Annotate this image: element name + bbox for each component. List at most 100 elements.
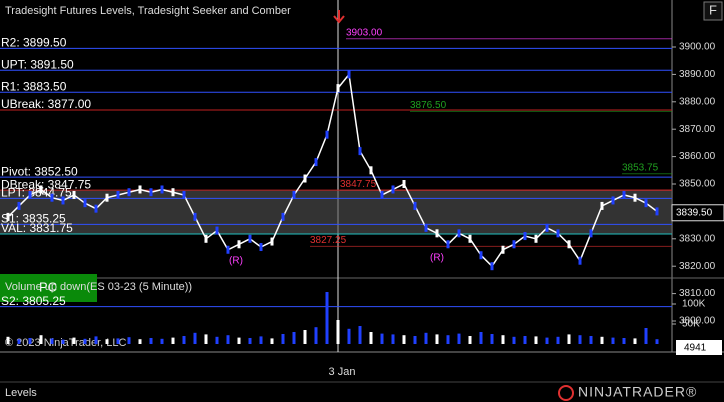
volume-bar xyxy=(182,336,186,344)
volume-bar xyxy=(6,336,10,344)
volume-bar xyxy=(413,336,417,344)
price-bar xyxy=(633,193,637,202)
price-bar xyxy=(314,158,318,167)
price-bar xyxy=(512,240,516,249)
volume-bar xyxy=(83,338,87,344)
date-label: 3 Jan xyxy=(329,366,356,378)
mark-label: 3876.50 xyxy=(410,100,447,111)
volume-bar xyxy=(171,337,175,344)
volume-bar xyxy=(611,337,615,344)
last-price-label: 3839.50 xyxy=(676,207,713,218)
price-bar xyxy=(270,237,274,246)
y-tick-label: 3870.00 xyxy=(679,124,716,135)
price-bar xyxy=(83,199,87,208)
volume-bar xyxy=(523,336,527,344)
level-label: VAL: 3831.75 xyxy=(1,221,73,235)
volume-bar xyxy=(237,337,241,344)
level-label: DBreak: 3847.75 xyxy=(1,177,91,191)
volume-bar xyxy=(578,335,582,344)
price-bar xyxy=(468,234,472,243)
price-bar xyxy=(303,174,307,183)
level-label: LPT: 3844.75 xyxy=(1,186,72,200)
price-bar xyxy=(105,193,109,202)
price-bar xyxy=(600,201,604,210)
price-bar xyxy=(424,223,428,232)
f-button[interactable] xyxy=(703,1,723,21)
volume-tag xyxy=(676,340,722,355)
volume-bar xyxy=(17,339,21,344)
volume-bar xyxy=(446,335,450,344)
price-bar xyxy=(655,207,659,216)
price-bar xyxy=(325,130,329,139)
price-bar xyxy=(479,251,483,260)
price-bar xyxy=(138,185,142,194)
volume-bar xyxy=(325,292,329,344)
volume-bar xyxy=(28,338,32,344)
value-area xyxy=(0,190,672,235)
price-bar xyxy=(237,240,241,249)
price-bar xyxy=(6,212,10,221)
price-bar xyxy=(446,240,450,249)
price-bar xyxy=(149,188,153,197)
price-bar xyxy=(226,245,230,254)
volume-bar xyxy=(600,336,604,344)
price-bar xyxy=(17,201,21,210)
price-bar xyxy=(116,190,120,199)
price-bar xyxy=(204,234,208,243)
level-label: R2: 3899.50 xyxy=(1,36,67,50)
price-bar xyxy=(248,234,252,243)
volume-bar xyxy=(105,339,109,344)
price-bar xyxy=(347,70,351,79)
price-bar xyxy=(501,245,505,254)
price-bar xyxy=(72,190,76,199)
price-bar xyxy=(622,190,626,199)
y-tick-label: 3860.00 xyxy=(679,151,716,162)
mark-label: 3847.75 xyxy=(340,179,377,190)
volume-bar xyxy=(501,335,505,344)
price-bar xyxy=(336,84,340,93)
price-bar xyxy=(61,196,65,205)
volume-bar xyxy=(644,328,648,344)
y-tick-label: 3900.00 xyxy=(679,42,716,53)
mark-label: 3903.00 xyxy=(346,27,383,38)
level-label: R1: 3883.50 xyxy=(1,79,67,93)
volume-bar xyxy=(468,336,472,344)
volume-bar xyxy=(138,339,142,344)
price-bar xyxy=(644,199,648,208)
pc-button-label[interactable]: PC xyxy=(39,279,57,294)
f-button-label[interactable]: F xyxy=(709,2,717,17)
volume-title: Volume up down(ES 03-23 (5 Minute)) xyxy=(5,281,192,293)
volume-bar xyxy=(149,338,153,344)
level-label: S1: 3835.25 xyxy=(1,212,66,226)
mark-label: 3853.75 xyxy=(622,162,659,173)
volume-bar xyxy=(292,332,296,344)
volume-bar xyxy=(369,332,373,344)
y-tick-label: 3850.00 xyxy=(679,179,716,190)
price-bar xyxy=(292,190,296,199)
price-bar xyxy=(523,232,527,241)
level-label: UPT: 3891.50 xyxy=(1,57,74,71)
volume-bar xyxy=(50,338,54,344)
price-bar xyxy=(160,185,164,194)
volume-bar xyxy=(61,339,65,344)
price-bar xyxy=(127,188,131,197)
volume-bar xyxy=(567,334,571,344)
volume-bar xyxy=(358,326,362,344)
pc-button[interactable] xyxy=(0,274,97,302)
price-bar xyxy=(50,193,54,202)
brand-logo xyxy=(558,385,574,401)
price-bar xyxy=(413,201,417,210)
volume-bar xyxy=(226,335,230,344)
volume-bar xyxy=(512,336,516,344)
volume-bar xyxy=(435,334,439,344)
volume-bar xyxy=(248,338,252,344)
volume-bar xyxy=(281,334,285,344)
volume-tag-label: 4941 xyxy=(684,343,707,354)
y-tick-label: 3830.00 xyxy=(679,233,716,244)
volume-bar xyxy=(314,327,318,344)
price-bar xyxy=(589,229,593,238)
level-label: UBreak: 3877.00 xyxy=(1,97,91,111)
y-tick-label: 3890.00 xyxy=(679,69,716,80)
price-bar xyxy=(182,190,186,199)
